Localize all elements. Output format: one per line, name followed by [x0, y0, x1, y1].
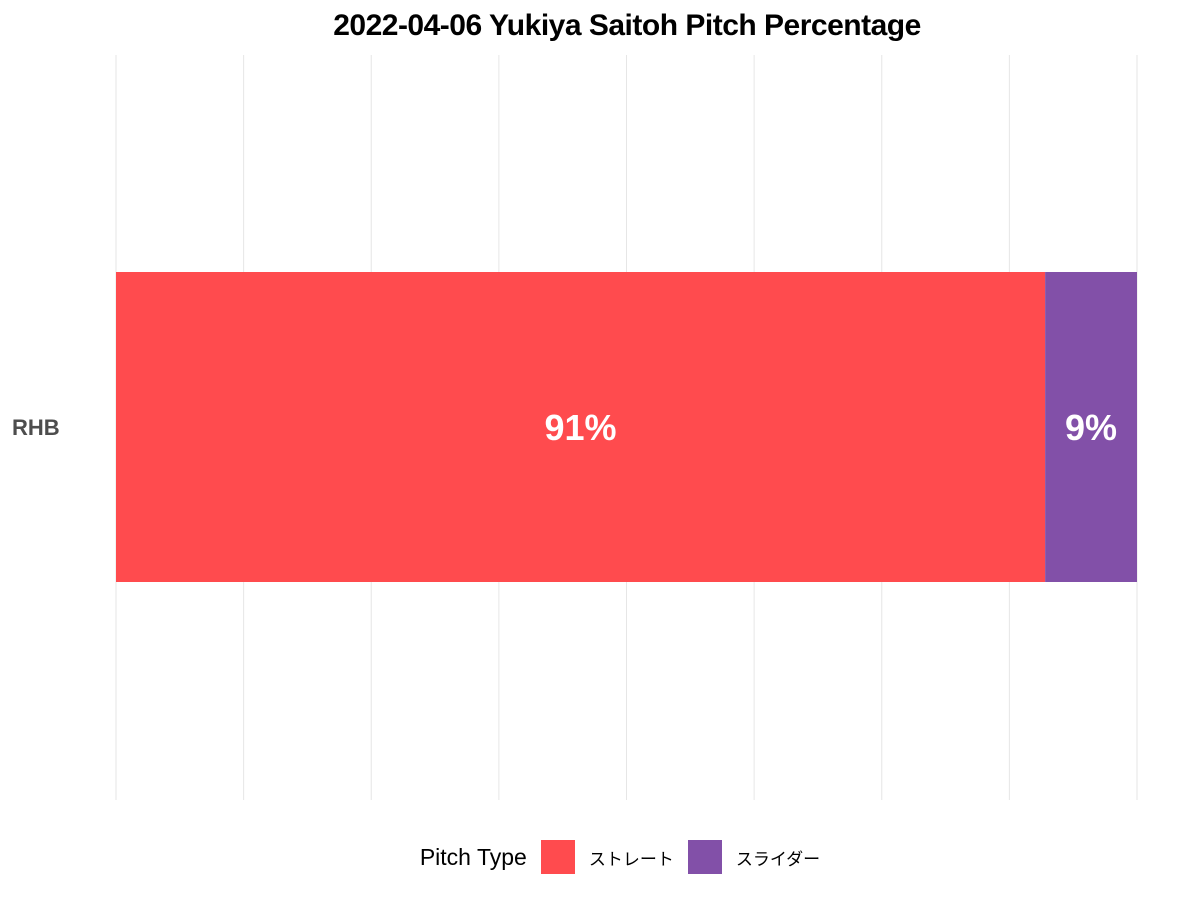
legend-label-slider: スライダー	[735, 849, 821, 870]
y-tick-label: RHB	[12, 415, 60, 440]
legend-item-slider: スライダー	[687, 840, 821, 874]
chart-title: 2022-04-06 Yukiya Saitoh Pitch Percentag…	[333, 9, 921, 42]
legend-item-straight: ストレート	[540, 840, 674, 874]
chart-legend: Pitch Type ストレート スライダー	[0, 840, 1200, 874]
legend-swatch-straight	[540, 840, 575, 874]
bar-segment-0	[116, 272, 1046, 582]
legend-swatch-slider	[687, 840, 722, 874]
bar-segment-1	[1045, 272, 1137, 582]
bar-data-label-0: 91%	[545, 407, 617, 448]
bar-data-label-1: 9%	[1065, 407, 1117, 448]
legend-label-straight: ストレート	[588, 849, 674, 870]
legend-title: Pitch Type	[419, 843, 527, 870]
